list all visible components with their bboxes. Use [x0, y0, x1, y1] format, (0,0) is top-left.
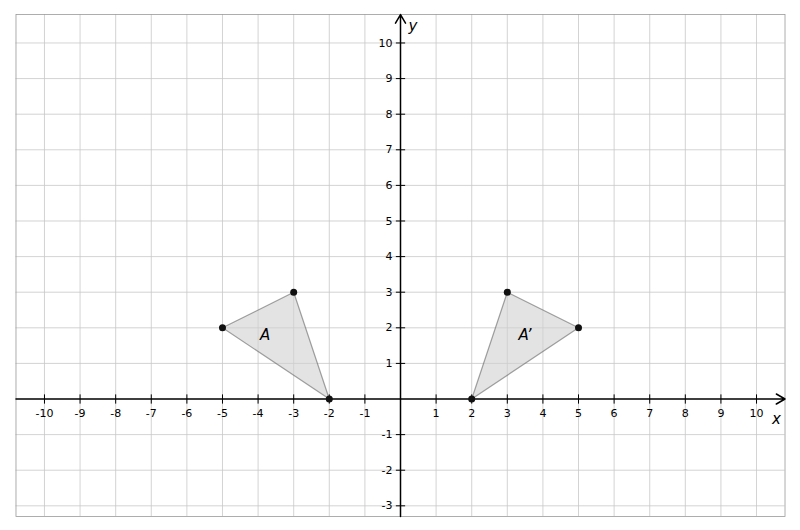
svg-text:-9: -9	[75, 407, 86, 420]
svg-text:-3: -3	[288, 407, 299, 420]
svg-text:-5: -5	[217, 407, 228, 420]
svg-text:-3: -3	[382, 499, 393, 512]
svg-text:10: 10	[750, 407, 764, 420]
svg-text:5: 5	[386, 215, 393, 228]
svg-text:-4: -4	[253, 407, 264, 420]
svg-text:-1: -1	[359, 407, 370, 420]
svg-text:2: 2	[386, 321, 393, 334]
svg-text:5: 5	[575, 407, 582, 420]
svg-text:y: y	[408, 17, 419, 35]
svg-text:8: 8	[682, 407, 689, 420]
svg-text:3: 3	[386, 286, 393, 299]
svg-text:3: 3	[504, 407, 511, 420]
svg-text:-10: -10	[35, 407, 53, 420]
svg-text:-7: -7	[146, 407, 157, 420]
svg-text:4: 4	[539, 407, 546, 420]
svg-text:1: 1	[433, 407, 440, 420]
svg-text:4: 4	[386, 250, 393, 263]
svg-text:-2: -2	[324, 407, 335, 420]
svg-text:9: 9	[386, 72, 393, 85]
svg-text:9: 9	[717, 407, 724, 420]
svg-text:8: 8	[386, 108, 393, 121]
svg-text:A: A	[259, 326, 270, 344]
svg-text:-2: -2	[382, 464, 393, 477]
svg-text:-8: -8	[110, 407, 121, 420]
svg-text:x: x	[771, 410, 781, 428]
svg-text:-1: -1	[382, 428, 393, 441]
svg-text:1: 1	[386, 357, 393, 370]
svg-text:-6: -6	[181, 407, 192, 420]
svg-text:2: 2	[468, 407, 475, 420]
svg-text:10: 10	[379, 37, 393, 50]
svg-text:A’: A’	[518, 326, 532, 344]
svg-text:7: 7	[646, 407, 653, 420]
svg-text:6: 6	[611, 407, 618, 420]
svg-text:6: 6	[386, 179, 393, 192]
svg-text:7: 7	[386, 143, 393, 156]
